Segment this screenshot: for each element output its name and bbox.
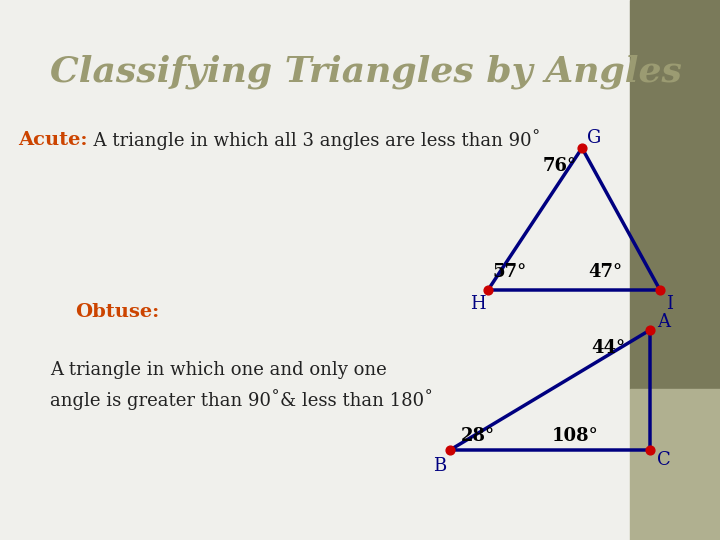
Text: G: G [587,129,601,147]
Point [654,286,666,294]
Point [444,446,456,454]
Text: B: B [433,457,446,475]
Bar [630,0,720,389]
Text: Classifying Triangles by Angles: Classifying Triangles by Angles [50,55,682,89]
Text: angle is greater than 90˚& less than 180˚: angle is greater than 90˚& less than 180… [50,389,433,410]
Text: H: H [470,295,486,313]
Bar [630,389,720,540]
Text: 28°: 28° [461,427,495,445]
Text: C: C [657,451,671,469]
Text: 44°: 44° [591,339,625,357]
Text: A triangle in which one and only one: A triangle in which one and only one [50,361,387,379]
Text: 57°: 57° [493,263,527,281]
Point [644,446,656,454]
Point [576,144,588,152]
Text: Acute:: Acute: [18,131,88,149]
Text: A triangle in which all 3 angles are less than 90˚: A triangle in which all 3 angles are les… [82,130,541,151]
Text: Obtuse:: Obtuse: [75,303,159,321]
Text: I: I [667,295,673,313]
Text: 76°: 76° [543,157,577,175]
Text: 47°: 47° [588,263,622,281]
Text: 108°: 108° [552,427,598,445]
Text: A: A [657,313,670,331]
Point [644,326,656,334]
Point [482,286,494,294]
